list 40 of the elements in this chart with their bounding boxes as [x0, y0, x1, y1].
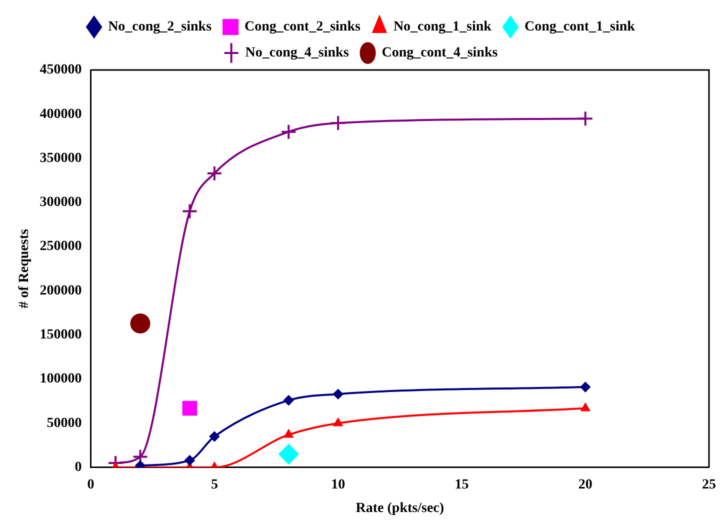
point	[280, 124, 297, 140]
x-tick-label: 25	[702, 477, 716, 492]
x-axis-title: Rate (pkts/sec)	[356, 501, 444, 516]
legend-label: Cong_cont_1_sink	[524, 20, 636, 35]
y-tick-label: 0	[74, 460, 82, 476]
legend-label: No_cong_4_sinks	[245, 46, 350, 61]
y-axis-title: # of Requests	[17, 228, 32, 308]
y-tick-label: 200000	[40, 283, 82, 298]
y-tick-label: 100000	[40, 372, 82, 387]
point	[182, 400, 198, 416]
point	[182, 203, 198, 220]
y-tick-label: 400000	[40, 106, 82, 122]
point	[334, 418, 343, 426]
point	[330, 114, 346, 131]
x-tick-label: 0	[87, 477, 94, 492]
point	[333, 389, 344, 400]
point	[577, 110, 594, 127]
point	[206, 165, 222, 182]
y-tick-label: 50000	[46, 416, 82, 431]
point	[580, 382, 590, 392]
point	[184, 455, 195, 466]
point	[130, 313, 150, 334]
point	[284, 430, 294, 438]
legend-label: No_cong_2_sinks	[108, 20, 212, 35]
legend-label: Cong_cont_4_sinks	[382, 46, 498, 61]
y-tick-label: 450000	[40, 62, 82, 78]
legend-label: Cong_cont_2_sinks	[244, 20, 361, 35]
x-tick-label: 15	[454, 477, 469, 492]
x-tick-label: 10	[331, 477, 346, 492]
y-tick-label: 150000	[40, 328, 82, 343]
point	[580, 403, 590, 412]
y-tick-label: 350000	[40, 150, 82, 166]
point	[278, 444, 299, 464]
legend-label: No_cong_1_sink	[393, 20, 492, 35]
point	[284, 395, 294, 406]
x-tick-label: 20	[578, 477, 592, 492]
y-tick-label: 250000	[40, 239, 82, 254]
point	[209, 431, 220, 442]
x-tick-label: 5	[210, 477, 218, 492]
y-tick-label: 300000	[40, 195, 82, 210]
